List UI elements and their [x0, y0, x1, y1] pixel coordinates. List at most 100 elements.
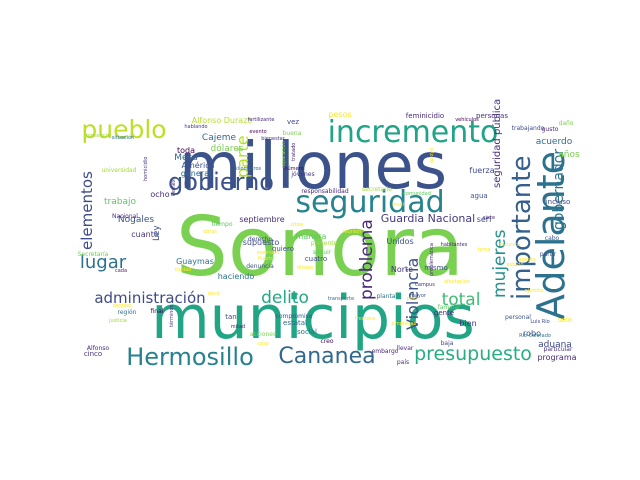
word-problema: problema	[357, 219, 377, 300]
word-ley: Ley	[152, 225, 162, 241]
word-delito: delito	[261, 288, 309, 308]
word-personal: personal	[505, 314, 531, 321]
word-gobernador: gobernador	[551, 149, 567, 230]
word-gobierno: gobierno	[168, 168, 274, 196]
word-comunidad: comunidad	[403, 191, 431, 197]
word-final: final	[151, 308, 164, 315]
word-cuanto: cuanto	[131, 230, 159, 239]
word-mismo: mismo	[424, 264, 448, 272]
word-social: social	[297, 328, 317, 336]
word-años: años	[558, 150, 580, 160]
word-quiero: quiero	[272, 245, 294, 253]
word-toda: toda	[177, 146, 195, 155]
word-sonora: Sonora	[176, 200, 464, 295]
word-fertilizante: fertilizante	[248, 117, 275, 123]
word-plan: plan	[407, 296, 418, 302]
word-evento: evento	[249, 129, 266, 135]
word-puerto: Puerto	[258, 256, 274, 262]
word-hablando: hablando	[184, 124, 207, 130]
word-afectación: afectación	[444, 278, 470, 285]
word-homicidio: homicidio	[143, 157, 149, 181]
word-caso: caso	[257, 341, 268, 347]
word-región: región	[118, 309, 137, 316]
word-cloud-words: Sonoramillonesmunicipiosincrementoseguri…	[78, 99, 580, 371]
word-estatal: estatal	[283, 319, 307, 327]
word-vehículos: vehículos	[455, 116, 479, 123]
word-reparación: reparación	[280, 141, 287, 168]
word-general: general	[181, 169, 211, 178]
word-cabo: cabo	[545, 235, 560, 242]
word-apoyo: apoyo	[429, 148, 435, 163]
word-denuncia: denuncia	[246, 263, 274, 270]
word-acciones: acciones	[250, 331, 276, 338]
word-guaymas: Guaymas	[176, 257, 214, 266]
word-trabajo: trabajo	[104, 197, 136, 207]
word-solo: solo	[558, 316, 572, 324]
word-trabajando: trabajando	[512, 125, 545, 132]
word-presencia: presencia	[86, 133, 110, 139]
word-seguridad-pública: seguridad pública	[491, 99, 503, 188]
word-buena: buena	[283, 130, 302, 137]
word-presupuesto: presupuesto	[414, 343, 532, 365]
word-ciudad: ciudad	[175, 267, 192, 273]
word-incremento: incremento	[328, 115, 499, 150]
word-nivel: nivel	[392, 202, 404, 208]
word-familiar: familiar	[438, 304, 461, 311]
word-ejército: ejército	[525, 287, 544, 294]
word-partir: partir	[540, 251, 557, 258]
word-kilómetros: kilómetros	[235, 165, 262, 172]
word-mesa: Mesa	[174, 153, 198, 163]
word-universidad: universidad	[101, 167, 136, 174]
word-sitios: sitios	[290, 222, 303, 228]
word-dinero: dinero	[297, 265, 313, 271]
word-importante: importante	[507, 156, 537, 300]
word-hermosillo: Hermosillo	[126, 343, 254, 371]
word-particular: particular	[544, 346, 573, 353]
word-feminicidio: feminicidio	[406, 112, 444, 120]
word-problemática: problemática	[428, 243, 435, 276]
word-vez: vez	[287, 118, 299, 126]
word-parte: parte	[233, 135, 252, 178]
word-llevar: llevar	[397, 345, 414, 352]
word-adelante: Adelante	[529, 151, 573, 320]
word-administración: administración	[94, 289, 205, 307]
word-luis-río: Luis Río	[530, 318, 549, 325]
word-nacional: Nacional	[112, 213, 138, 220]
word-supuesto: supuesto	[243, 238, 280, 247]
word-guardia-nacional: Guardia Nacional	[381, 212, 475, 225]
word-ocho: ocho	[150, 190, 169, 199]
word-fuerza: fuerza	[469, 166, 494, 175]
word-norte: Norte	[391, 265, 413, 274]
word-total: total	[442, 290, 481, 310]
word-agosto: agosto	[519, 257, 536, 263]
word-río-colorado: Río Colorado	[519, 332, 551, 339]
word-manera: manera	[296, 232, 327, 241]
word-dólares: dólares	[211, 143, 244, 154]
word-secretario: secretario	[362, 186, 392, 193]
word-daño: daño	[559, 120, 574, 127]
word-inversión: inversión	[257, 249, 280, 256]
word-pueblo: pueblo	[81, 115, 166, 144]
word-gente: gente	[434, 309, 454, 317]
word-baja: baja	[441, 340, 454, 347]
word-recursos: recursos	[499, 242, 521, 248]
word-millones: millones	[179, 130, 447, 204]
word-empresas: empresas	[392, 321, 417, 327]
word-seguir: seguir	[313, 249, 332, 256]
word-alfonso: Alfonso	[87, 345, 109, 352]
word-destino: destino	[113, 303, 131, 309]
word-tema: tema	[478, 247, 491, 253]
word-robo: robo	[523, 329, 541, 338]
word-campus: campus	[415, 282, 435, 288]
word-agua: agua	[470, 192, 487, 200]
word-gusto: gusto	[542, 126, 559, 133]
word-violencia: Violencia	[403, 258, 422, 330]
word-mitad: mitad	[231, 324, 245, 330]
word-haciendo: haciendo	[218, 272, 255, 281]
word-unidos: Unidos	[386, 237, 413, 246]
word-estado: estado	[507, 262, 524, 268]
word-cuatro: cuatro	[305, 255, 327, 263]
word-número: número	[284, 165, 303, 172]
word-américa: América	[182, 160, 215, 170]
word-habitantes: habitantes	[441, 242, 468, 248]
